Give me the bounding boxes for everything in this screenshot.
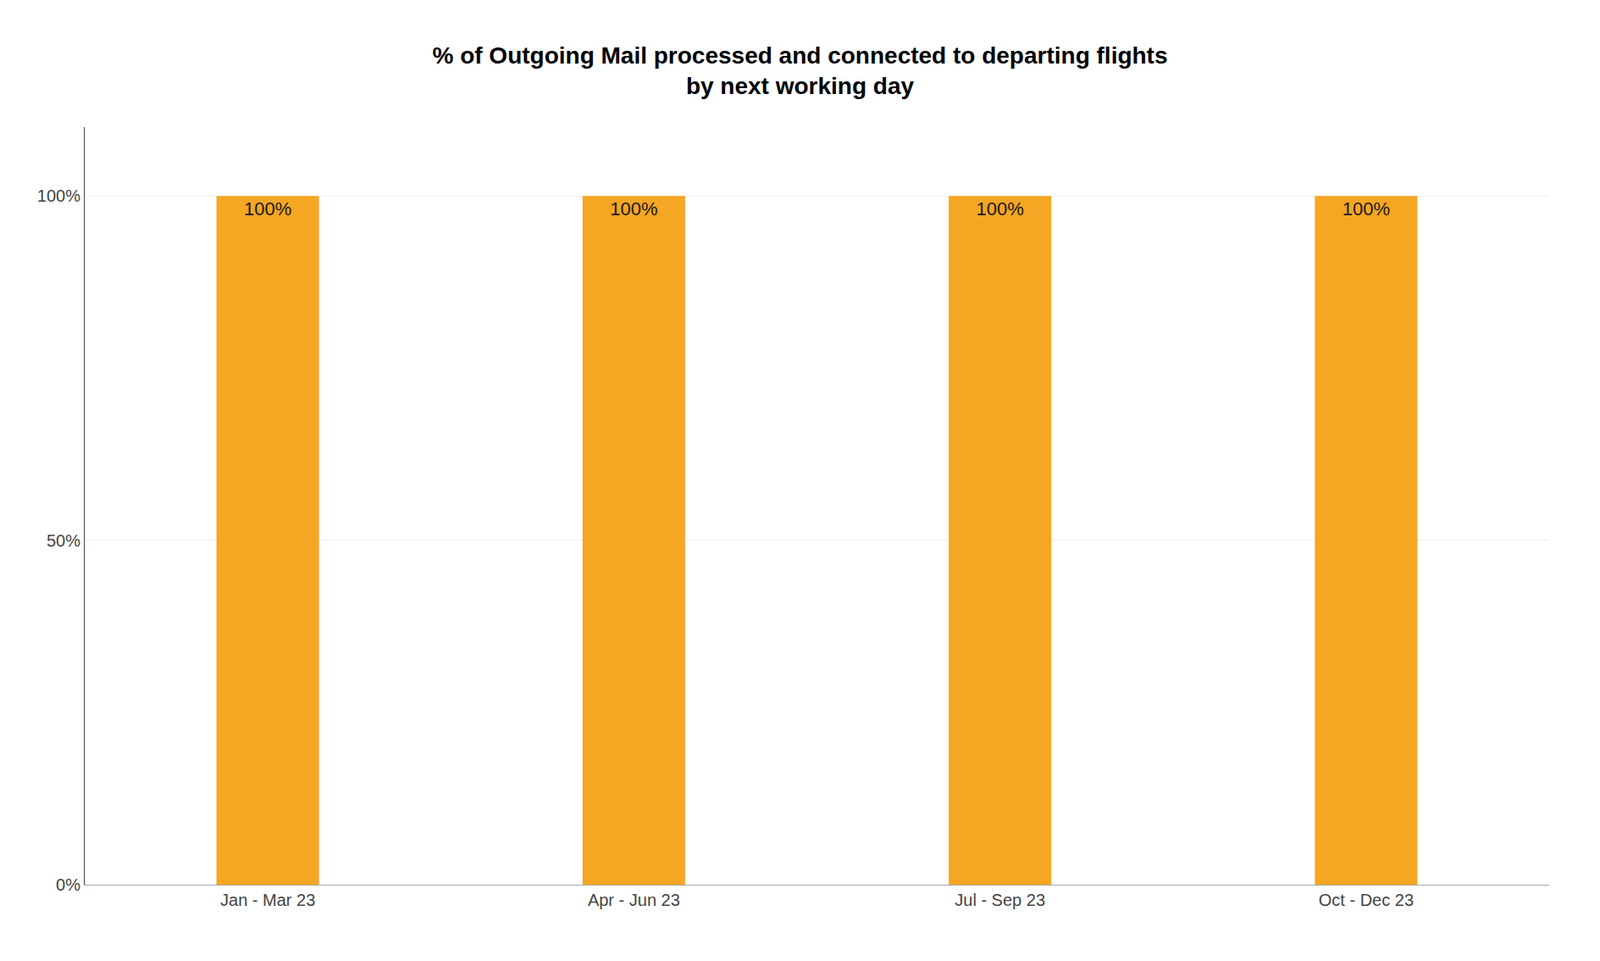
- svg-text:0%: 0%: [55, 874, 81, 894]
- svg-text:50%: 50%: [46, 531, 81, 550]
- svg-text:100%: 100%: [975, 198, 1024, 220]
- svg-text:100%: 100%: [243, 198, 292, 220]
- svg-text:Jul - Sep 23: Jul - Sep 23: [954, 890, 1046, 909]
- svg-text:Apr - Jun 23: Apr - Jun 23: [587, 890, 681, 909]
- svg-text:Jan - Mar 23: Jan - Mar 23: [220, 890, 316, 909]
- svg-text:Oct - Dec 23: Oct - Dec 23: [1318, 890, 1414, 909]
- svg-text:100%: 100%: [609, 198, 658, 220]
- svg-text:% of Outgoing Mail processed a: % of Outgoing Mail processed and connect…: [431, 42, 1168, 100]
- svg-text:100%: 100%: [1342, 198, 1390, 220]
- svg-text:100%: 100%: [37, 186, 81, 205]
